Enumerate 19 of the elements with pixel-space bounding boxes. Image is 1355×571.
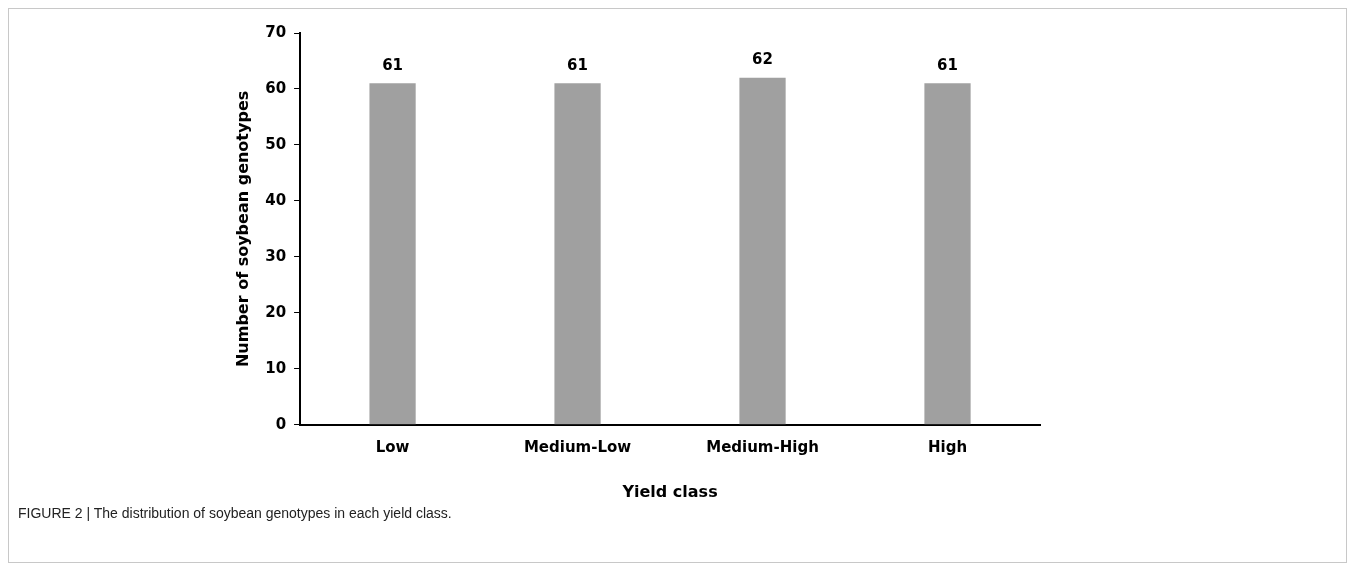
y-tick-label: 60 (265, 78, 287, 97)
x-tick-label: Medium-Low (523, 437, 632, 456)
data-label: 62 (752, 50, 773, 69)
y-tick-label: 30 (265, 246, 287, 265)
y-tick-label: 0 (275, 414, 287, 433)
data-label: 61 (937, 55, 958, 74)
y-tick-label: 70 (265, 22, 287, 41)
y-axis-title: Number of soybean genotypes (232, 90, 252, 368)
y-tick-label: 50 (265, 134, 287, 153)
data-label: 61 (382, 55, 403, 74)
y-tick-label: 10 (265, 358, 287, 377)
x-axis-title: Yield class (621, 481, 718, 501)
caption: FIGURE 2 | The distribution of soybean genotypes in each yield class. (18, 505, 452, 521)
data-label: 61 (567, 55, 588, 74)
x-tick-label: Medium-High (706, 437, 819, 456)
x-tick-label: Low (375, 437, 410, 456)
x-tick-label: High (927, 437, 968, 456)
y-tick-label: 20 (265, 302, 287, 321)
y-tick-label: 40 (265, 190, 287, 209)
